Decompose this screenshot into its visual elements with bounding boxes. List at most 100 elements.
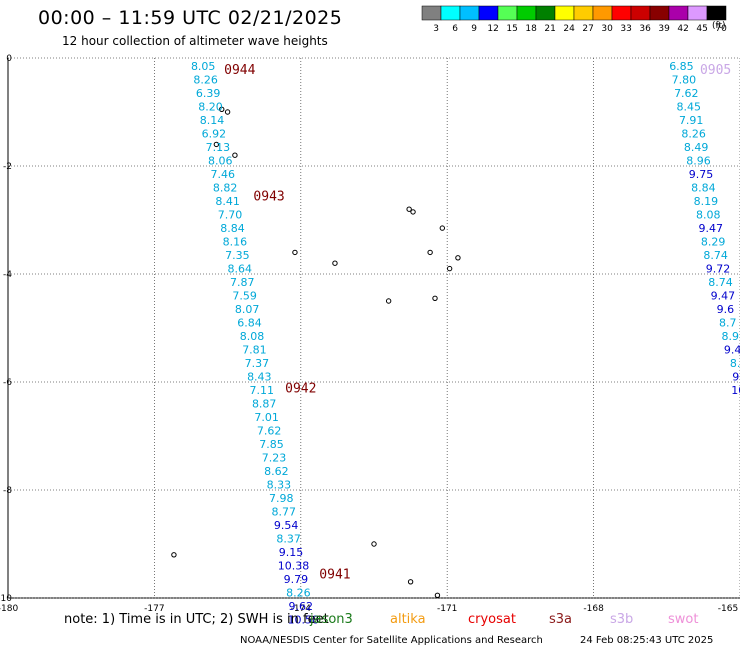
- swh-value: 6.92: [202, 128, 227, 141]
- swh-value: 8.26: [286, 587, 311, 600]
- colorbar-tick-label: 27: [582, 24, 593, 33]
- colorbar-tick-label: 33: [620, 24, 631, 33]
- swh-value: 8.77: [271, 506, 296, 519]
- island-outline: [332, 260, 338, 266]
- swh-value: 9.47: [711, 290, 736, 303]
- swh-value: 7.13: [206, 141, 231, 154]
- swh-value: 7.91: [679, 114, 704, 127]
- island-outline: [385, 298, 392, 304]
- pass-time-label: 0944: [224, 63, 255, 78]
- swh-value: 7.70: [218, 209, 243, 222]
- swh-value: 7.11: [250, 384, 275, 397]
- swh-value: 7.37: [245, 357, 270, 370]
- swh-value: 8.29: [701, 236, 726, 249]
- swh-value: 10.58: [287, 614, 319, 627]
- colorbar-tick-label: 9: [471, 24, 477, 33]
- x-tick-label: -177: [144, 604, 164, 614]
- pass-time-label: 0943: [253, 190, 284, 205]
- map-title: 00:00 – 11:59 UTC 02/21/2025: [38, 7, 343, 29]
- swh-value: 8.20: [198, 101, 223, 114]
- colorbar-tick-label: 24: [563, 24, 575, 33]
- swh-value: 8.84: [691, 182, 716, 195]
- swh-value: 9.54: [274, 519, 299, 532]
- swh-value: 8.19: [694, 195, 719, 208]
- island-outline: [446, 265, 453, 272]
- colorbar-tick-label: 12: [487, 24, 498, 33]
- swh-value: 8.05: [191, 60, 216, 73]
- swh-value: 8.26: [681, 128, 706, 141]
- legend-swot: swot: [668, 612, 699, 627]
- swh-value: 8.08: [240, 330, 265, 343]
- island-outline: [219, 106, 225, 113]
- swh-value: 8.43: [247, 371, 272, 384]
- swh-value: 7.62: [674, 87, 699, 100]
- y-tick-label: -4: [3, 270, 12, 280]
- swh-value: 8.49: [684, 141, 709, 154]
- swh-value: 8.: [730, 357, 740, 370]
- swh-value: 8.06: [208, 155, 233, 168]
- legend-altika: altika: [390, 612, 426, 627]
- swh-value: 9.75: [689, 168, 714, 181]
- swh-value: 8.62: [264, 465, 289, 478]
- swh-value: 7.46: [210, 168, 235, 181]
- swh-value: 6.85: [669, 60, 694, 73]
- swh-value: 8.45: [677, 101, 702, 114]
- island-outline: [432, 295, 438, 301]
- swh-value: 8.74: [703, 249, 728, 262]
- y-tick-label: -6: [3, 378, 12, 388]
- y-tick-label: -10: [0, 594, 12, 604]
- pass-time-label: 0942: [285, 381, 316, 396]
- colorbar-unit: (ft): [712, 21, 726, 31]
- swh-value: 9.4: [724, 344, 740, 357]
- wave-height-colorbar: 3 6 9 12 15 18 21 24 27 30 33 36 39 42 45 70: [421, 5, 727, 33]
- swh-value: 8.16: [223, 236, 248, 249]
- swh-value: 6.39: [196, 87, 221, 100]
- swh-value: 8.84: [220, 222, 245, 235]
- generated-timestamp: 24 Feb 08:25:43 UTC 2025: [580, 635, 714, 646]
- swh-value: 9.47: [698, 222, 723, 235]
- x-tick-label: -171: [437, 604, 457, 614]
- colorbar-tick-label: 36: [639, 24, 651, 33]
- swh-value: 7.23: [262, 452, 287, 465]
- colorbar-tick-label: 15: [506, 24, 517, 33]
- swh-value: 8.33: [267, 479, 292, 492]
- map-subtitle: 12 hour collection of altimeter wave hei…: [62, 34, 328, 48]
- y-tick-label: -8: [3, 486, 12, 496]
- colorbar-tick-label: 42: [677, 24, 688, 33]
- x-tick-label: -180: [0, 604, 18, 614]
- x-tick-label: -165: [718, 604, 738, 614]
- swh-value: 9.72: [706, 263, 731, 276]
- swh-value: 9.62: [289, 600, 314, 613]
- legend-jason3: jason3: [310, 612, 353, 627]
- island-outline: [410, 209, 416, 215]
- swh-value: 6.84: [237, 317, 262, 330]
- swh-value: 8.74: [708, 276, 733, 289]
- colorbar-tick-label: 70: [715, 24, 727, 33]
- swh-value: 8.64: [228, 263, 253, 276]
- swh-value: 7.62: [257, 425, 282, 438]
- island-outline: [224, 109, 231, 115]
- colorbar-tick-label: 21: [544, 24, 555, 33]
- swh-value: 9.: [732, 371, 740, 384]
- colorbar-tick-label: 3: [433, 24, 439, 33]
- footnote: note: 1) Time is in UTC; 2) SWH is in fe…: [64, 612, 329, 627]
- island-outline: [407, 579, 414, 585]
- swh-value: 7.59: [232, 290, 257, 303]
- swh-value: 9.15: [279, 546, 304, 559]
- swh-value: 8.26: [193, 74, 218, 87]
- swh-value: 7.80: [672, 74, 697, 87]
- credit-line: NOAA/NESDIS Center for Satellite Applica…: [240, 635, 543, 646]
- island-outline: [455, 255, 461, 261]
- colorbar-tick-label: 6: [452, 24, 458, 33]
- swh-value: 8.07: [235, 303, 260, 316]
- swh-value: 8.82: [213, 182, 238, 195]
- swh-value: 7.85: [259, 438, 284, 451]
- swh-value: 7.98: [269, 492, 294, 505]
- legend-s3b: s3b: [610, 612, 634, 627]
- swh-value: 7.81: [242, 344, 267, 357]
- colorbar-tick-label: 45: [696, 24, 707, 33]
- y-tick-label: 0: [6, 54, 12, 64]
- swh-value: 8.08: [696, 209, 721, 222]
- legend-cryosat: cryosat: [468, 612, 516, 627]
